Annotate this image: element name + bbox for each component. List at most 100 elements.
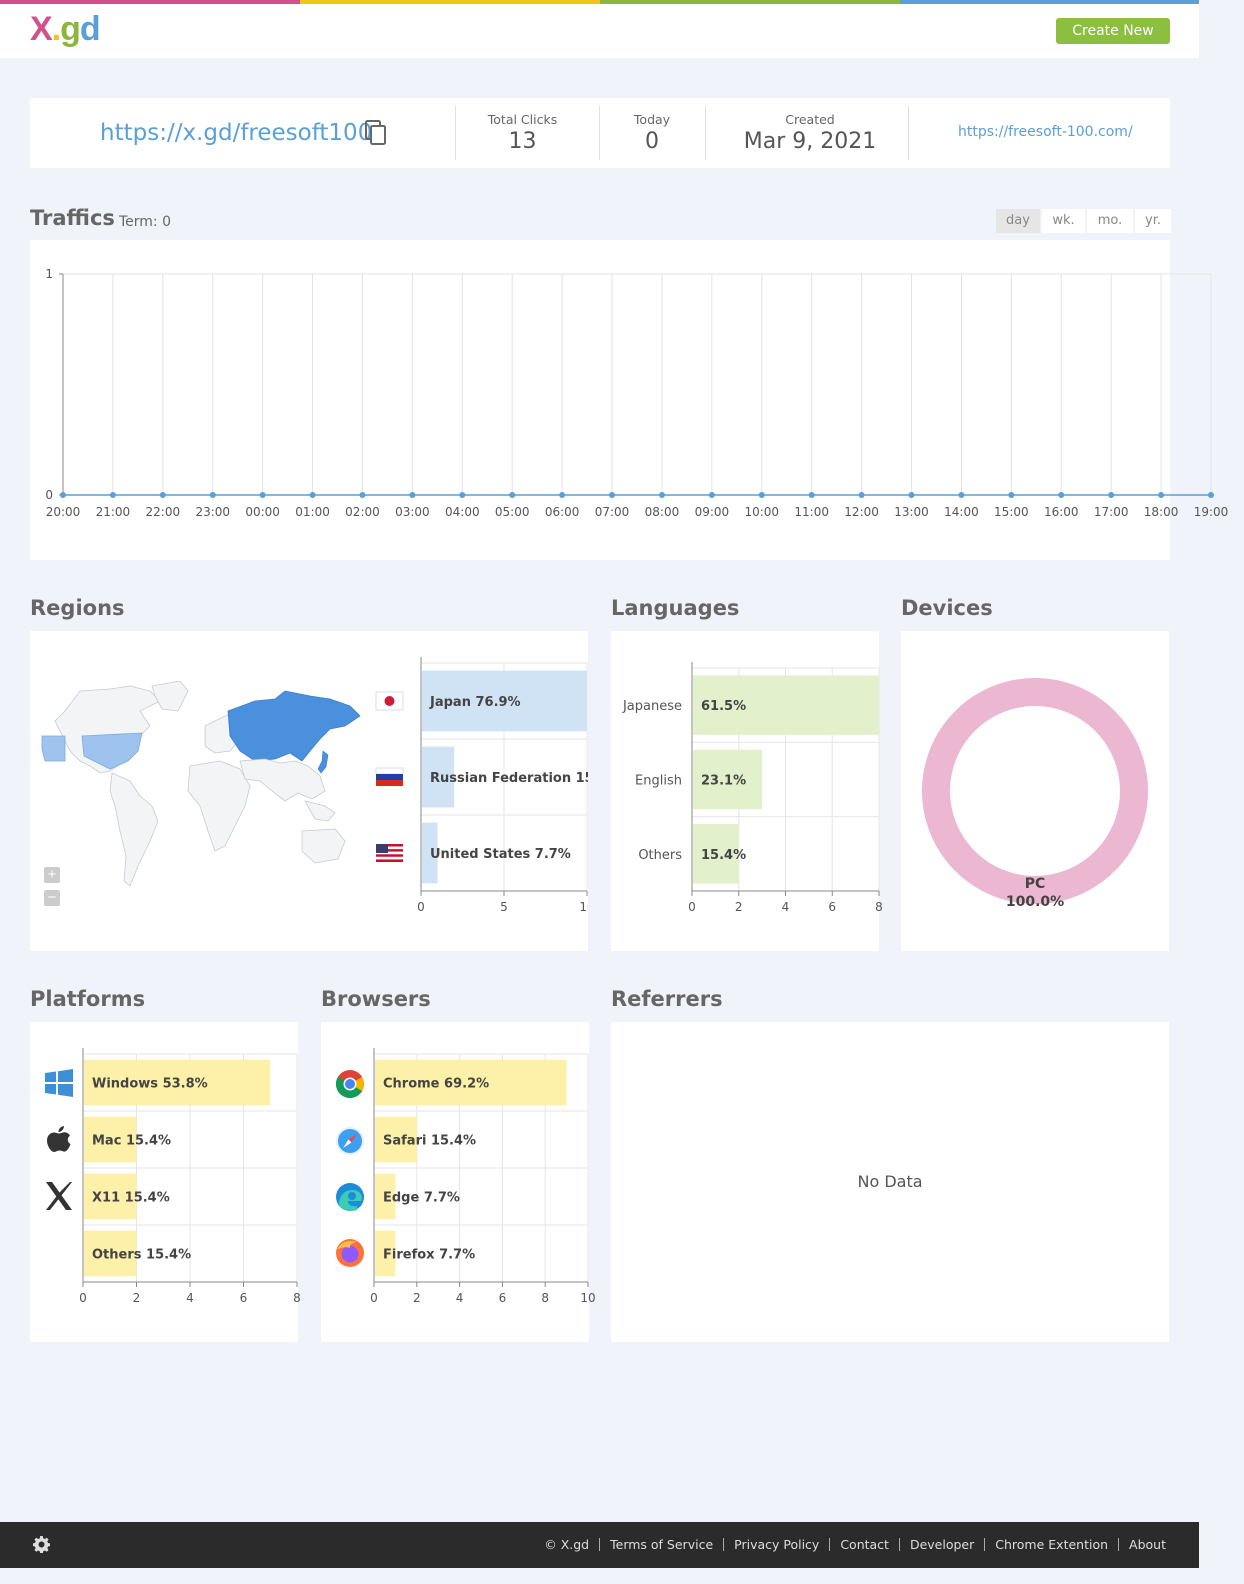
russia-flag-red — [376, 780, 403, 786]
us-flag-stripe — [376, 846, 403, 850]
slice-percent-label: 100.0% — [1006, 894, 1064, 910]
apple-icon — [47, 1126, 71, 1152]
copy-icon[interactable] — [364, 120, 388, 146]
category-label: X11 — [92, 1191, 120, 1206]
traffic-point — [1158, 492, 1165, 498]
create-new-button[interactable]: Create New — [1056, 18, 1170, 44]
stripe-green — [600, 0, 900, 4]
footer-link-developer[interactable]: Developer — [898, 1538, 984, 1551]
x-tick-label: 5 — [500, 900, 508, 914]
divider — [455, 106, 456, 160]
x-tick-label: 19:00 — [1194, 505, 1229, 519]
languages-chart: 0 2 4 6 8 Japanese 61.5% English 23.1% Others 15.4… — [622, 662, 883, 914]
traffic-point — [209, 492, 216, 498]
bar-label: Mac 15.4% — [92, 1134, 171, 1149]
bar-others — [84, 1230, 137, 1277]
category-label: Safari — [383, 1134, 426, 1149]
referrers-title: Referrers — [611, 987, 723, 1011]
x-tick-label: 20:00 — [46, 505, 81, 519]
bar-others — [693, 824, 739, 884]
percent-label: 76.9% — [471, 695, 521, 710]
traffic-point — [559, 492, 566, 498]
x-tick-label: 2 — [133, 1291, 141, 1305]
x-tick-label: 11:00 — [794, 505, 829, 519]
x-tick-label: 01:00 — [295, 505, 330, 519]
category-label: Mac — [92, 1134, 121, 1149]
safari-icon — [336, 1127, 364, 1155]
destination-url-link[interactable]: https://freesoft-100.com/ — [958, 124, 1133, 140]
gear-icon[interactable] — [33, 1536, 50, 1553]
x-tick-label: 2 — [413, 1291, 421, 1305]
edge-icon — [336, 1183, 364, 1212]
percent-label: 7.7% — [435, 1248, 476, 1263]
russia-flag-blue — [376, 774, 403, 780]
x-tick-label: 14:00 — [944, 505, 979, 519]
bar-edge — [375, 1173, 396, 1220]
footer-link-privacy[interactable]: Privacy Policy — [723, 1538, 829, 1551]
tab-year[interactable]: yr. — [1135, 209, 1171, 233]
us-flag-stripe — [376, 851, 403, 855]
x-tick-label: 6 — [240, 1291, 248, 1305]
traffic-point — [359, 492, 366, 498]
tab-day[interactable]: day — [996, 209, 1040, 233]
footer-link-about[interactable]: About — [1118, 1538, 1166, 1551]
total-clicks-value: 13 — [508, 129, 537, 154]
traffic-point — [808, 492, 815, 498]
x-tick-label: 13:00 — [894, 505, 929, 519]
tab-week[interactable]: wk. — [1042, 209, 1085, 233]
logo-x: X — [30, 10, 53, 48]
bar-label: X11 15.4% — [92, 1191, 170, 1206]
percent-label: 15.4% — [121, 1134, 171, 1149]
created-value: Mar 9, 2021 — [743, 129, 877, 154]
x-tick-label: 21:00 — [96, 505, 131, 519]
bar-mac — [84, 1116, 137, 1163]
footer-links: © X.gd Terms of Service Privacy Policy C… — [534, 1538, 1166, 1551]
footer: © X.gd Terms of Service Privacy Policy C… — [0, 1522, 1199, 1568]
traffic-point — [1208, 492, 1214, 498]
divider — [599, 106, 600, 160]
term-label: Term: 0 — [119, 214, 172, 230]
tab-month[interactable]: mo. — [1087, 209, 1133, 233]
x-tick-label: 15:00 — [994, 505, 1029, 519]
x-tick-label: 4 — [456, 1291, 464, 1305]
referrers-empty-text: No Data — [857, 1172, 923, 1191]
percent-label: 7.7% — [419, 1191, 460, 1206]
traffic-point — [1058, 492, 1065, 498]
traffic-point — [409, 492, 416, 498]
x-tick-label: 07:00 — [595, 505, 630, 519]
browsers-chart: 0 2 4 6 8 10 Chrome 69.2% Safari 15.4% Edge 7.7%… — [370, 1048, 596, 1305]
zoom-out-button[interactable]: − — [44, 890, 60, 906]
bar-label: Russian Federation 15.4% — [430, 771, 588, 786]
x-tick-label: 4 — [782, 900, 790, 914]
category-label: English — [635, 774, 682, 789]
traffic-point — [109, 492, 116, 498]
zoom-in-button[interactable]: + — [44, 867, 60, 883]
footer-link-contact[interactable]: Contact — [829, 1538, 899, 1551]
traffic-point — [1108, 492, 1115, 498]
category-label: Japanese — [622, 699, 682, 714]
logo[interactable]: X.gd — [30, 10, 101, 49]
logo-g: g — [60, 10, 81, 48]
bar-label: Safari 15.4% — [383, 1134, 476, 1149]
bar-label: Edge 7.7% — [383, 1191, 460, 1206]
traffic-point — [908, 492, 915, 498]
slice-category-label: PC — [1025, 876, 1046, 892]
traffics-title: Traffics — [30, 206, 115, 230]
percent-label: 15.4% — [426, 1134, 476, 1149]
x-tick-label: 18:00 — [1144, 505, 1179, 519]
logo-d: d — [79, 10, 101, 48]
short-url-link[interactable]: https://x.gd/freesoft100 — [100, 120, 373, 146]
bar-chrome — [375, 1059, 567, 1106]
y-tick-label: 0 — [45, 488, 53, 502]
footer-link-chrome-extension[interactable]: Chrome Extention — [984, 1538, 1118, 1551]
us-flag-stripe — [376, 844, 403, 847]
footer-link-terms[interactable]: Terms of Service — [599, 1538, 723, 1551]
x-tick-label: 03:00 — [395, 505, 430, 519]
percent-label: 7.7% — [530, 847, 571, 862]
summary-card: https://x.gd/freesoft100 Total Clicks 13… — [30, 98, 1170, 168]
referrers-card: No Data — [611, 1022, 1169, 1342]
x-tick-label: 8 — [875, 900, 883, 914]
bar-label: Chrome 69.2% — [383, 1077, 489, 1092]
traffic-point — [609, 492, 616, 498]
